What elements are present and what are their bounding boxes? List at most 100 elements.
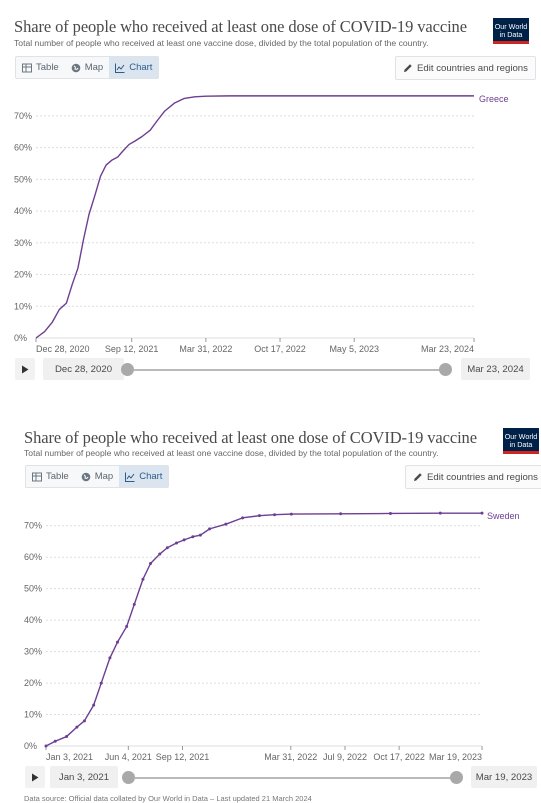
data-point[interactable] (289, 512, 293, 516)
y-tick-label: 40% (24, 615, 42, 625)
data-point[interactable] (224, 522, 228, 526)
table-icon (22, 63, 32, 72)
y-tick-label: 60% (14, 143, 32, 153)
data-point[interactable] (125, 624, 129, 628)
y-tick-label: 70% (14, 111, 32, 121)
data-point[interactable] (75, 725, 79, 729)
data-point[interactable] (165, 546, 169, 550)
view-tabs: Table Map Chart (25, 465, 170, 488)
source-note: Data source: Official data collated by O… (24, 794, 312, 803)
data-point[interactable] (198, 533, 202, 537)
series-line-sweden[interactable] (45, 512, 482, 747)
data-point[interactable] (182, 538, 186, 542)
x-tick-label: Oct 17, 2022 (254, 344, 306, 354)
data-point[interactable] (108, 656, 112, 660)
timeline-start-date[interactable]: Dec 28, 2020 (43, 358, 124, 380)
play-button[interactable] (25, 766, 45, 788)
data-point[interactable] (480, 511, 484, 515)
timeline-end-handle[interactable] (439, 363, 452, 376)
tab-map-label: Map (84, 62, 104, 73)
owid-logo[interactable]: Our World in Data (503, 428, 539, 454)
data-point[interactable] (99, 681, 103, 685)
data-point[interactable] (92, 703, 96, 707)
data-point[interactable] (115, 640, 119, 644)
y-tick-label: 50% (14, 174, 32, 184)
data-point[interactable] (53, 739, 57, 743)
tab-chart[interactable]: Chart (109, 57, 159, 78)
x-tick-label: Mar 31, 2022 (179, 344, 232, 354)
data-point[interactable] (388, 511, 392, 515)
timeline-end-date[interactable]: Mar 23, 2024 (461, 358, 530, 380)
x-tick-label: Jul 9, 2022 (323, 752, 367, 762)
view-tabs: Table Map Chart (15, 56, 160, 79)
logo-bar (493, 41, 529, 44)
data-point[interactable] (273, 513, 277, 517)
tab-chart-label: Chart (129, 62, 153, 73)
x-tick-label: Jan 3, 2021 (46, 752, 93, 762)
x-tick-label: Dec 28, 2020 (36, 344, 90, 354)
data-point[interactable] (141, 577, 145, 581)
logo-line2: in Data (509, 440, 533, 449)
x-tick-label: Oct 17, 2022 (373, 752, 425, 762)
tab-table[interactable]: Table (26, 466, 75, 487)
chart-panel-sweden: Share of people who received at least on… (0, 416, 541, 803)
edit-countries-button[interactable]: Edit countries and regions (395, 56, 536, 80)
tab-table-label: Table (46, 471, 69, 482)
y-tick-label: 30% (24, 647, 42, 657)
line-chart-icon (115, 63, 125, 73)
line-chart-icon (125, 472, 135, 482)
tab-map[interactable]: Map (75, 466, 119, 487)
data-point[interactable] (339, 512, 343, 516)
timeline-end-handle[interactable] (450, 771, 463, 784)
play-button[interactable] (15, 358, 35, 380)
data-point[interactable] (175, 541, 179, 545)
data-point[interactable] (208, 527, 212, 531)
pencil-icon (404, 64, 412, 72)
data-point[interactable] (191, 535, 195, 539)
data-point[interactable] (158, 552, 162, 556)
x-tick-label: Mar 23, 2024 (421, 344, 474, 354)
data-point[interactable] (82, 719, 86, 723)
data-point[interactable] (132, 602, 136, 606)
edit-countries-label: Edit countries and regions (427, 471, 538, 483)
data-point[interactable] (65, 735, 69, 739)
chart-title: Share of people who received at least on… (14, 17, 467, 36)
x-tick-label: Mar 31, 2022 (264, 752, 317, 762)
timeline-start-date[interactable]: Jan 3, 2021 (50, 766, 118, 788)
tab-table[interactable]: Table (16, 57, 65, 78)
y-tick-label: 50% (24, 584, 42, 594)
tab-chart[interactable]: Chart (119, 466, 169, 487)
owid-logo[interactable]: Our World in Data (493, 18, 529, 44)
data-point[interactable] (438, 511, 442, 515)
data-point[interactable] (241, 516, 245, 520)
play-icon (32, 773, 39, 781)
play-icon (22, 365, 29, 373)
globe-icon (71, 63, 81, 72)
data-point[interactable] (257, 514, 261, 518)
y-tick-label: 40% (14, 206, 32, 216)
tab-chart-label: Chart (139, 471, 163, 482)
timeline: Dec 28, 2020 Mar 23, 2024 (15, 358, 530, 382)
edit-countries-button[interactable]: Edit countries and regions (405, 465, 541, 489)
panel-separator (0, 392, 541, 416)
globe-icon (81, 472, 91, 481)
timeline-end-date[interactable]: Mar 19, 2023 (471, 766, 537, 788)
pencil-icon (414, 473, 422, 481)
chart-title: Share of people who received at least on… (24, 428, 477, 447)
x-tick-label: Sep 12, 2021 (105, 344, 159, 354)
data-point[interactable] (149, 561, 153, 565)
x-tick-label: Sep 12, 2021 (156, 752, 210, 762)
tab-map-label: Map (94, 471, 114, 482)
logo-bar (503, 451, 539, 454)
timeline-start-handle[interactable] (121, 363, 134, 376)
line-chart-greece: 0% 10% 20% 30% 40% 50% 60% 70% Dec 28, 2020 Sep 1… (14, 94, 509, 354)
series-line-greece[interactable] (35, 95, 474, 339)
timeline-track[interactable] (135, 777, 451, 779)
timeline-start-handle[interactable] (122, 771, 135, 784)
logo-line1: Our World (494, 21, 528, 31)
tab-map[interactable]: Map (65, 57, 109, 78)
logo-line1: Our World (504, 431, 538, 441)
tab-table-label: Table (36, 62, 59, 73)
timeline-track[interactable] (134, 369, 440, 371)
data-point[interactable] (44, 744, 48, 748)
